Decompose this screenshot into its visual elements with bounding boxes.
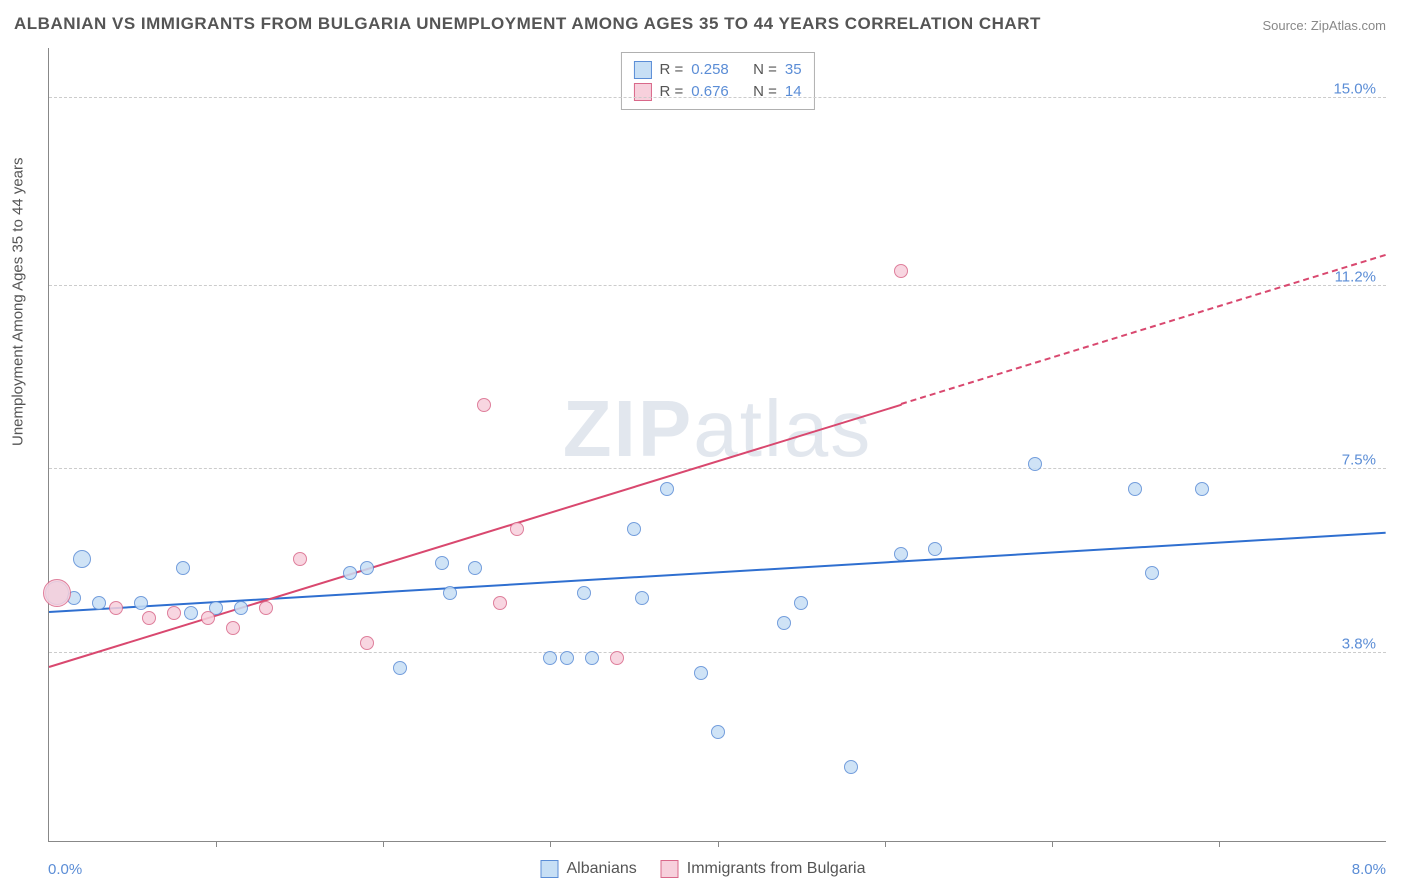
n-prefix: N =	[753, 59, 777, 81]
correlation-row-2: R = 0.676 N = 14	[633, 81, 801, 103]
data-point	[443, 586, 457, 600]
x-axis-min-label: 0.0%	[48, 861, 82, 878]
data-point	[73, 550, 91, 568]
data-point	[343, 566, 357, 580]
r-prefix: R =	[659, 81, 683, 103]
x-tick	[1219, 841, 1220, 847]
swatch-series-1	[633, 61, 651, 79]
legend-label-1: Albanians	[567, 860, 637, 878]
y-axis-label: Unemployment Among Ages 35 to 44 years	[10, 157, 27, 446]
data-point	[109, 601, 123, 615]
legend-item-1: Albanians	[541, 860, 637, 878]
data-point	[226, 621, 240, 635]
gridline	[49, 468, 1386, 469]
n-prefix: N =	[753, 81, 777, 103]
data-point	[894, 547, 908, 561]
data-point	[1028, 457, 1042, 471]
x-tick	[383, 841, 384, 847]
n-value-1: 35	[785, 59, 802, 81]
gridline	[49, 285, 1386, 286]
x-axis-max-label: 8.0%	[1352, 861, 1386, 878]
series-legend: Albanians Immigrants from Bulgaria	[541, 860, 866, 878]
data-point	[635, 591, 649, 605]
data-point	[167, 606, 181, 620]
r-value-2: 0.676	[691, 81, 729, 103]
n-value-2: 14	[785, 81, 802, 103]
data-point	[176, 561, 190, 575]
y-tick-label: 7.5%	[1342, 452, 1376, 469]
correlation-legend: R = 0.258 N = 35 R = 0.676 N = 14	[620, 52, 814, 110]
legend-label-2: Immigrants from Bulgaria	[687, 860, 866, 878]
data-point	[777, 616, 791, 630]
x-tick	[216, 841, 217, 847]
data-point	[894, 264, 908, 278]
data-point	[844, 760, 858, 774]
y-tick-label: 3.8%	[1342, 635, 1376, 652]
data-point	[560, 651, 574, 665]
x-tick	[550, 841, 551, 847]
data-point	[142, 611, 156, 625]
data-point	[259, 601, 273, 615]
data-point	[468, 561, 482, 575]
data-point	[928, 542, 942, 556]
data-point	[660, 482, 674, 496]
data-point	[711, 725, 725, 739]
data-point	[293, 552, 307, 566]
watermark-text-a: ZIP	[563, 384, 693, 473]
y-tick-label: 11.2%	[1335, 268, 1376, 285]
data-point	[493, 596, 507, 610]
r-prefix: R =	[659, 59, 683, 81]
x-tick	[718, 841, 719, 847]
data-point	[577, 586, 591, 600]
data-point	[627, 522, 641, 536]
data-point	[477, 398, 491, 412]
data-point	[435, 556, 449, 570]
trend-line	[901, 254, 1386, 405]
data-point	[610, 651, 624, 665]
chart-title: ALBANIAN VS IMMIGRANTS FROM BULGARIA UNE…	[14, 14, 1041, 34]
data-point	[393, 661, 407, 675]
gridline	[49, 97, 1386, 98]
swatch-series-2b	[661, 860, 679, 878]
trend-line	[49, 532, 1386, 613]
data-point	[694, 666, 708, 680]
data-point	[510, 522, 524, 536]
data-point	[794, 596, 808, 610]
x-tick	[1052, 841, 1053, 847]
data-point	[184, 606, 198, 620]
data-point	[92, 596, 106, 610]
x-tick	[885, 841, 886, 847]
data-point	[43, 579, 71, 607]
swatch-series-1b	[541, 860, 559, 878]
correlation-row-1: R = 0.258 N = 35	[633, 59, 801, 81]
y-tick-label: 15.0%	[1333, 80, 1376, 97]
data-point	[360, 561, 374, 575]
data-point	[360, 636, 374, 650]
legend-item-2: Immigrants from Bulgaria	[661, 860, 866, 878]
data-point	[543, 651, 557, 665]
trend-line	[49, 403, 902, 667]
data-point	[201, 611, 215, 625]
data-point	[234, 601, 248, 615]
swatch-series-2	[633, 83, 651, 101]
gridline	[49, 652, 1386, 653]
data-point	[1145, 566, 1159, 580]
source-label: Source: ZipAtlas.com	[1262, 18, 1386, 33]
data-point	[1128, 482, 1142, 496]
chart-plot-area: ZIPatlas R = 0.258 N = 35 R = 0.676 N = …	[48, 48, 1386, 842]
r-value-1: 0.258	[691, 59, 729, 81]
data-point	[585, 651, 599, 665]
data-point	[134, 596, 148, 610]
data-point	[1195, 482, 1209, 496]
